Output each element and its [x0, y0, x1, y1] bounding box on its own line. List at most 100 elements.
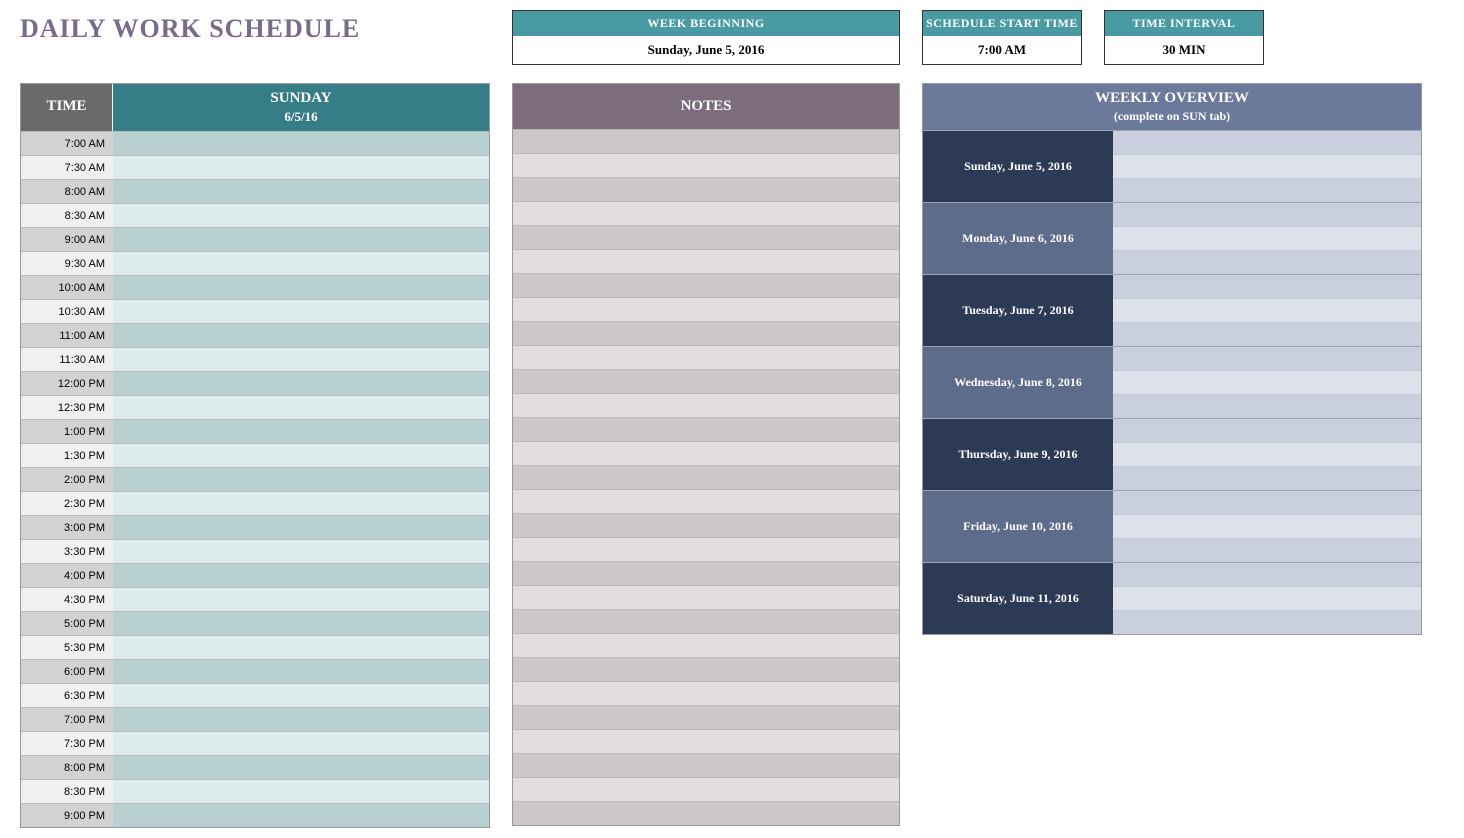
overview-value-cell[interactable] — [1113, 491, 1421, 514]
overview-day-label[interactable]: Thursday, June 9, 2016 — [923, 419, 1113, 490]
schedule-start-value[interactable]: 7:00 AM — [923, 36, 1081, 64]
time-cell: 9:30 AM — [21, 252, 113, 275]
notes-row[interactable] — [513, 273, 899, 297]
overview-value-cell[interactable] — [1113, 131, 1421, 154]
overview-value-cell[interactable] — [1113, 347, 1421, 370]
notes-row[interactable] — [513, 441, 899, 465]
notes-row[interactable] — [513, 465, 899, 489]
event-cell[interactable] — [113, 252, 489, 275]
event-cell[interactable] — [113, 708, 489, 731]
notes-row[interactable] — [513, 369, 899, 393]
event-cell[interactable] — [113, 324, 489, 347]
notes-row[interactable] — [513, 513, 899, 537]
overview-value-cell[interactable] — [1113, 538, 1421, 562]
notes-row[interactable] — [513, 561, 899, 585]
notes-row[interactable] — [513, 417, 899, 441]
notes-row[interactable] — [513, 393, 899, 417]
event-cell[interactable] — [113, 588, 489, 611]
event-cell[interactable] — [113, 228, 489, 251]
overview-value-cell[interactable] — [1113, 610, 1421, 634]
overview-value-cell[interactable] — [1113, 275, 1421, 298]
overview-day-label[interactable]: Tuesday, June 7, 2016 — [923, 275, 1113, 346]
overview-value-cell[interactable] — [1113, 586, 1421, 610]
time-interval-value[interactable]: 30 MIN — [1105, 36, 1263, 64]
main-content: TIME SUNDAY 6/5/16 7:00 AM7:30 AM8:00 AM… — [20, 83, 1444, 828]
notes-row[interactable] — [513, 753, 899, 777]
notes-row[interactable] — [513, 585, 899, 609]
day-name: SUNDAY — [113, 90, 489, 107]
event-cell[interactable] — [113, 780, 489, 803]
overview-value-cell[interactable] — [1113, 563, 1421, 586]
notes-row[interactable] — [513, 345, 899, 369]
event-cell[interactable] — [113, 180, 489, 203]
notes-row[interactable] — [513, 801, 899, 825]
event-cell[interactable] — [113, 420, 489, 443]
event-cell[interactable] — [113, 564, 489, 587]
schedule-row: 4:30 PM — [21, 587, 489, 611]
notes-row[interactable] — [513, 201, 899, 225]
time-cell: 9:00 PM — [21, 804, 113, 827]
notes-row[interactable] — [513, 249, 899, 273]
overview-value-cell[interactable] — [1113, 370, 1421, 394]
notes-row[interactable] — [513, 609, 899, 633]
overview-value-cell[interactable] — [1113, 394, 1421, 418]
event-cell[interactable] — [113, 444, 489, 467]
overview-value-cell[interactable] — [1113, 178, 1421, 202]
event-cell[interactable] — [113, 372, 489, 395]
time-cell: 3:30 PM — [21, 540, 113, 563]
notes-row[interactable] — [513, 225, 899, 249]
overview-value-cell[interactable] — [1113, 466, 1421, 490]
overview-value-cell[interactable] — [1113, 298, 1421, 322]
event-cell[interactable] — [113, 612, 489, 635]
event-cell[interactable] — [113, 156, 489, 179]
notes-row[interactable] — [513, 537, 899, 561]
overview-value-cell[interactable] — [1113, 514, 1421, 538]
event-cell[interactable] — [113, 300, 489, 323]
event-cell[interactable] — [113, 684, 489, 707]
overview-value-cell[interactable] — [1113, 154, 1421, 178]
overview-value-cell[interactable] — [1113, 419, 1421, 442]
notes-row[interactable] — [513, 321, 899, 345]
notes-row[interactable] — [513, 153, 899, 177]
event-cell[interactable] — [113, 516, 489, 539]
notes-row[interactable] — [513, 633, 899, 657]
event-cell[interactable] — [113, 660, 489, 683]
notes-row[interactable] — [513, 777, 899, 801]
notes-row[interactable] — [513, 681, 899, 705]
event-cell[interactable] — [113, 468, 489, 491]
event-cell[interactable] — [113, 204, 489, 227]
schedule-row: 6:30 PM — [21, 683, 489, 707]
event-cell[interactable] — [113, 132, 489, 155]
overview-value-cell[interactable] — [1113, 250, 1421, 274]
overview-day-label[interactable]: Wednesday, June 8, 2016 — [923, 347, 1113, 418]
event-cell[interactable] — [113, 492, 489, 515]
event-cell[interactable] — [113, 348, 489, 371]
overview-day-label[interactable]: Sunday, June 5, 2016 — [923, 131, 1113, 202]
notes-row[interactable] — [513, 297, 899, 321]
overview-value-cell[interactable] — [1113, 203, 1421, 226]
overview-day-label[interactable]: Friday, June 10, 2016 — [923, 491, 1113, 562]
overview-day-label[interactable]: Monday, June 6, 2016 — [923, 203, 1113, 274]
notes-row[interactable] — [513, 705, 899, 729]
event-cell[interactable] — [113, 540, 489, 563]
schedule-start-box: SCHEDULE START TIME 7:00 AM — [922, 10, 1082, 65]
notes-row[interactable] — [513, 129, 899, 153]
overview-value-cell[interactable] — [1113, 226, 1421, 250]
overview-value-cell[interactable] — [1113, 322, 1421, 346]
overview-value-cell[interactable] — [1113, 442, 1421, 466]
event-cell[interactable] — [113, 804, 489, 827]
overview-header: WEEKLY OVERVIEW (complete on SUN tab) — [923, 84, 1421, 130]
event-cell[interactable] — [113, 732, 489, 755]
time-cell: 7:00 PM — [21, 708, 113, 731]
event-cell[interactable] — [113, 756, 489, 779]
week-beginning-value[interactable]: Sunday, June 5, 2016 — [513, 36, 899, 64]
notes-row[interactable] — [513, 729, 899, 753]
event-cell[interactable] — [113, 636, 489, 659]
event-cell[interactable] — [113, 276, 489, 299]
overview-day-label[interactable]: Saturday, June 11, 2016 — [923, 563, 1113, 634]
notes-row[interactable] — [513, 177, 899, 201]
notes-row[interactable] — [513, 489, 899, 513]
time-cell: 1:30 PM — [21, 444, 113, 467]
event-cell[interactable] — [113, 396, 489, 419]
notes-row[interactable] — [513, 657, 899, 681]
